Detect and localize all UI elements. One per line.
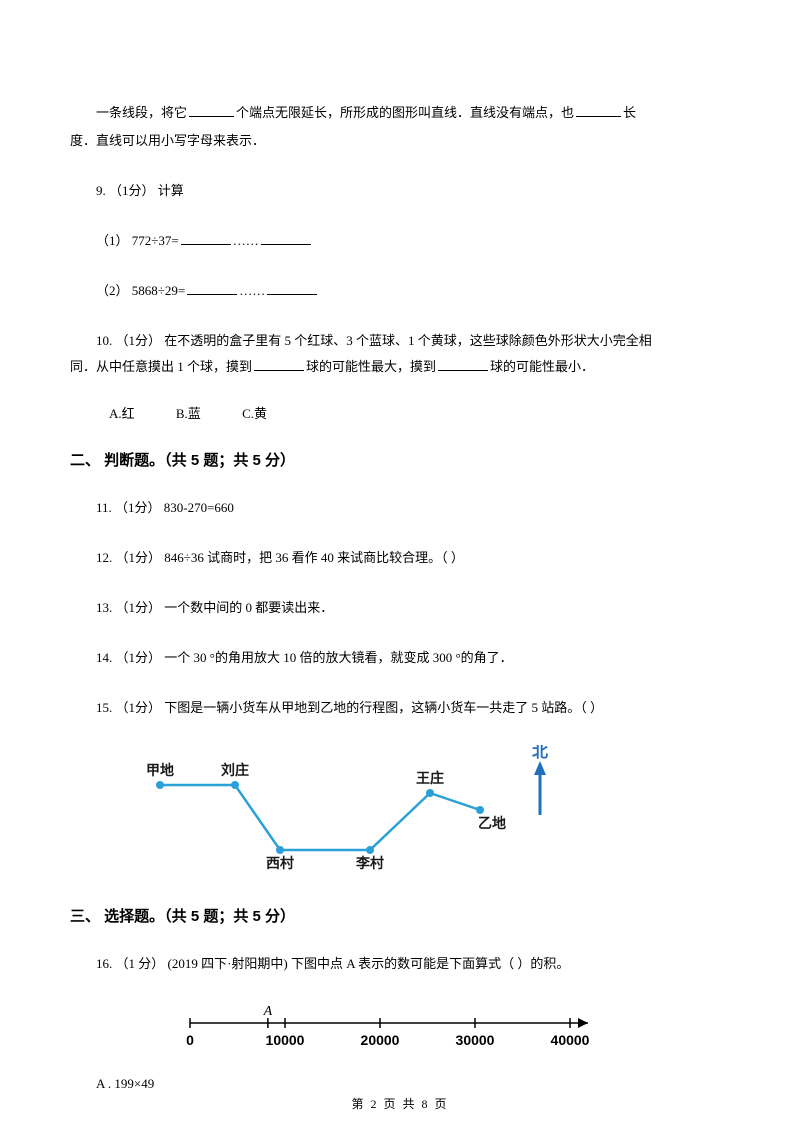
intro-para-2: 度．直线可以用小写字母来表示．: [70, 128, 730, 154]
svg-text:西村: 西村: [266, 855, 294, 871]
blank-q9-2b[interactable]: [267, 282, 317, 295]
svg-text:刘庄: 刘庄: [221, 762, 249, 778]
svg-text:10000: 10000: [266, 1032, 305, 1048]
svg-text:乙地: 乙地: [478, 815, 506, 831]
q9-sub1: （1） 772÷37= ……: [70, 228, 730, 254]
q9-sub1-pre: （1） 772÷37=: [96, 233, 179, 248]
q16-optA[interactable]: A . 199×49: [70, 1074, 730, 1095]
intro-line2: 度．直线可以用小写字母来表示．: [70, 133, 265, 148]
blank-intro-1[interactable]: [189, 104, 234, 117]
q10-optC[interactable]: C.黄: [242, 406, 267, 421]
intro-text-1: 一条线段，将它: [96, 105, 187, 120]
blank-q9-2a[interactable]: [187, 282, 237, 295]
svg-text:王庄: 王庄: [416, 770, 444, 786]
number-line-svg: 0 10000 20000 30000 40000 A: [180, 1001, 600, 1056]
blank-q9-1b[interactable]: [261, 232, 311, 245]
svg-text:0: 0: [186, 1032, 194, 1048]
section-3-heading: 三、 选择题。（共 5 题；共 5 分）: [70, 905, 730, 929]
blank-intro-2[interactable]: [576, 104, 621, 117]
svg-text:A: A: [263, 1004, 273, 1019]
q14: 14. （1分） 一个 30 °的角用放大 10 倍的放大镜看，就变成 300 …: [70, 645, 730, 671]
q10-l2-end: 球的可能性最小．: [490, 359, 594, 374]
q10-l2-mid: 球的可能性最大，摸到: [306, 359, 436, 374]
q10-pre: 10. （1分） 在不透明的盒子里有 5 个红球、3 个蓝球、1 个黄球，这些球…: [96, 333, 652, 348]
blank-q9-1a[interactable]: [181, 232, 231, 245]
intro-text-2: 个端点无限延长，所形成的图形叫直线．直线没有端点，也: [236, 105, 574, 120]
route-map-svg: 甲地 刘庄西村 李村 王庄乙地 北: [120, 745, 590, 885]
q10-line2: 同．从中任意摸出 1 个球，摸到 球的可能性最大，摸到 球的可能性最小．: [70, 354, 730, 380]
svg-text:甲地: 甲地: [146, 762, 174, 778]
svg-text:40000: 40000: [551, 1032, 590, 1048]
page-content: 一条线段，将它 个端点无限延长，所形成的图形叫直线．直线没有端点，也 长 度．直线可…: [0, 0, 800, 1095]
blank-q10-1[interactable]: [254, 358, 304, 371]
q10-line1: 10. （1分） 在不透明的盒子里有 5 个红球、3 个蓝球、1 个黄球，这些球…: [70, 328, 730, 354]
q12: 12. （1分） 846÷36 试商时，把 36 看作 40 来试商比较合理。（…: [70, 545, 730, 571]
q9-dots1: ……: [233, 233, 259, 248]
svg-text:30000: 30000: [456, 1032, 495, 1048]
number-line-diagram: 0 10000 20000 30000 40000 A: [180, 1001, 730, 1056]
intro-text-3: 长: [623, 105, 636, 120]
q10-optA[interactable]: A.红: [109, 406, 135, 421]
q9-dots2: ……: [239, 283, 265, 298]
blank-q10-2[interactable]: [438, 358, 488, 371]
svg-text:李村: 李村: [355, 855, 384, 871]
page-footer: 第 2 页 共 8 页: [0, 1095, 800, 1112]
q9-head: 9. （1分） 计算: [70, 178, 730, 204]
q10-l2-pre: 同．从中任意摸出 1 个球，摸到: [70, 359, 252, 374]
section-2-heading: 二、 判断题。（共 5 题；共 5 分）: [70, 449, 730, 473]
q13: 13. （1分） 一个数中间的 0 都要读出来．: [70, 595, 730, 621]
q10-options: A.红 B.蓝 C.黄: [109, 404, 730, 425]
q9-sub2: （2） 5868÷29= ……: [70, 278, 730, 304]
svg-text:北: 北: [532, 745, 548, 761]
q15: 15. （1分） 下图是一辆小货车从甲地到乙地的行程图，这辆小货车一共走了 5 …: [70, 695, 730, 721]
svg-text:20000: 20000: [361, 1032, 400, 1048]
q11: 11. （1分） 830-270=660: [70, 495, 730, 521]
q16: 16. （1 分） (2019 四下·射阳期中) 下图中点 A 表示的数可能是下…: [70, 951, 730, 977]
intro-para: 一条线段，将它 个端点无限延长，所形成的图形叫直线．直线没有端点，也 长: [70, 100, 730, 126]
route-map-diagram: 甲地 刘庄西村 李村 王庄乙地 北: [120, 745, 730, 885]
q10-optB[interactable]: B.蓝: [176, 406, 201, 421]
q9-sub2-pre: （2） 5868÷29=: [96, 283, 185, 298]
